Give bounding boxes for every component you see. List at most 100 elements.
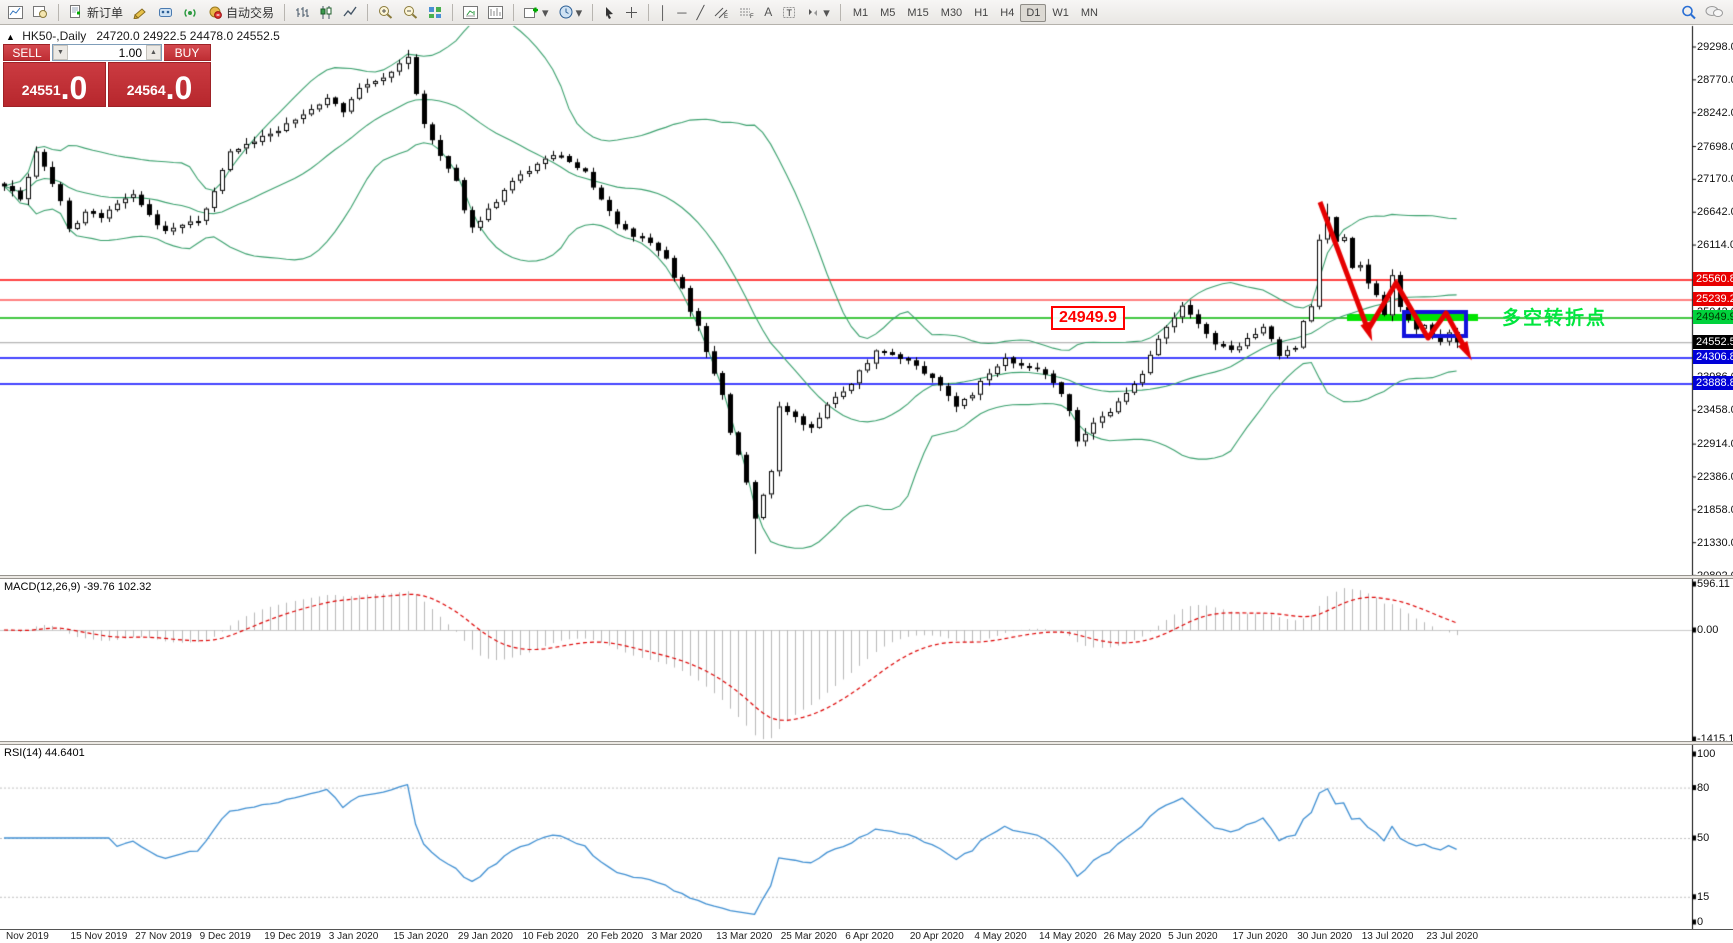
date-tick-label: 29 Jan 2020: [457, 931, 513, 942]
zoom-in-icon[interactable]: [374, 1, 397, 23]
price-tick-label: 29298.0: [1697, 41, 1733, 53]
signals-icon[interactable]: [179, 1, 202, 23]
time-axis[interactable]: [0, 929, 1733, 943]
buy-button[interactable]: BUY: [164, 44, 211, 61]
sell-price-display[interactable]: 24551.0: [3, 62, 106, 107]
date-tick-label: 13 Jul 2020: [1361, 931, 1414, 942]
price-annotation-box[interactable]: 24949.9: [1051, 306, 1125, 330]
chat-icon[interactable]: [1705, 5, 1723, 19]
expert-advisor-icon[interactable]: [154, 1, 177, 23]
add-indicator-dropdown[interactable]: ▾: [520, 1, 553, 23]
price-tick-label: 22914.0: [1697, 438, 1733, 451]
horizontal-line-tool-icon[interactable]: ─: [677, 4, 687, 20]
svg-text:E: E: [724, 14, 728, 19]
new-chart-icon[interactable]: [4, 1, 27, 23]
date-tick-label: 20 Feb 2020: [587, 931, 644, 942]
toolbar-separator: [648, 3, 650, 21]
date-tick-label: 9 Dec 2019: [199, 931, 251, 942]
turning-point-note[interactable]: 多空转折点: [1502, 308, 1608, 329]
date-tick-label: 26 May 2020: [1103, 931, 1162, 942]
chevron-down-icon: ▾: [823, 4, 830, 20]
ohlc-values: 24720.0 24922.5 24478.0 24552.5: [96, 29, 280, 43]
timeframe-button-h4[interactable]: H4: [1000, 7, 1015, 19]
search-icon[interactable]: [1681, 5, 1697, 20]
styles-brush-icon[interactable]: [129, 1, 152, 23]
price-tick-label: 21858.0: [1697, 503, 1733, 516]
timeframe-button-w1[interactable]: W1: [1052, 7, 1069, 19]
line-chart-icon[interactable]: [339, 1, 361, 23]
pane-splitter-rsi[interactable]: [0, 741, 1733, 745]
volume-decrease-button[interactable]: ▼: [53, 45, 68, 60]
zoom-out-icon[interactable]: [399, 1, 422, 23]
sell-price-pips: .0: [60, 70, 88, 106]
text-label-tool-icon[interactable]: T: [778, 1, 800, 23]
new-order-label: 新订单: [87, 5, 124, 20]
period-clock-icon[interactable]: ▾: [555, 1, 587, 23]
price-tick-label: 27170.0: [1697, 173, 1733, 186]
rsi-tick-label: 50: [1697, 832, 1710, 844]
date-tick-label: 4 May 2020: [974, 931, 1027, 942]
indicator-window-icon[interactable]: [459, 1, 482, 23]
one-click-trade-panel: SELL ▼ ▲ BUY 24551.0 24564.0: [3, 44, 211, 107]
pane-splitter-macd[interactable]: [0, 575, 1733, 579]
timeframe-button-h1[interactable]: H1: [974, 7, 989, 19]
vertical-line-tool-icon[interactable]: │: [659, 4, 668, 20]
toolbar-separator: [58, 3, 59, 21]
date-tick-label: 23 Jul 2020: [1426, 931, 1479, 942]
timeframe-button-mn[interactable]: MN: [1080, 7, 1098, 19]
toolbar-separator: [452, 3, 454, 21]
date-tick-label: 15 Nov 2019: [70, 931, 128, 942]
date-tick-label: 14 May 2020: [1038, 931, 1097, 942]
date-tick-label: 13 Mar 2020: [716, 931, 773, 942]
macd-indicator-label: MACD(12,26,9) -39.76 102.32: [4, 581, 152, 593]
date-tick-label: 15 Jan 2020: [393, 931, 449, 942]
trendline-tool-icon[interactable]: ╱: [696, 4, 705, 20]
price-badge: 25239.2: [1693, 292, 1733, 307]
rsi-tick-label: 80: [1697, 781, 1710, 794]
equidistant-channel-tool-icon[interactable]: E: [710, 1, 733, 23]
price-tick-label: 23458.0: [1697, 404, 1733, 417]
candlestick-chart-icon[interactable]: [315, 1, 337, 23]
volume-input[interactable]: [68, 45, 146, 60]
arrows-tool-dropdown[interactable]: ▾: [802, 1, 834, 23]
collapse-panel-icon[interactable]: ▲: [6, 32, 15, 42]
toolbar-separator: [284, 3, 286, 21]
text-tool-icon[interactable]: A: [764, 4, 773, 19]
sell-price-main: 24551: [21, 82, 61, 98]
timeframe-button-m30[interactable]: M30: [940, 7, 963, 19]
date-tick-label: 3 Jan 2020: [328, 931, 379, 942]
price-tick-label: 21330.0: [1697, 536, 1733, 549]
indicator-list-icon[interactable]: [484, 1, 507, 23]
timeframe-button-m1[interactable]: M1: [852, 7, 869, 19]
volume-stepper: ▼ ▲: [52, 44, 162, 61]
timeframe-button-d1[interactable]: D1: [1020, 4, 1047, 22]
price-badge: 24552.5: [1693, 335, 1733, 350]
price-tick-label: 26114.0: [1697, 239, 1733, 252]
chart-profiles-icon[interactable]: [29, 1, 52, 23]
toolbar-separator: [839, 3, 841, 21]
chart-title: ▲ HK50-,Daily 24720.0 24922.5 24478.0 24…: [6, 29, 280, 43]
auto-trading-icon: [209, 6, 222, 19]
auto-trading-button[interactable]: 自动交易: [204, 1, 278, 23]
timeframe-button-m15[interactable]: M15: [907, 7, 929, 19]
rsi-tick-label: 100: [1697, 748, 1716, 760]
fibonacci-tool-icon[interactable]: F: [735, 1, 758, 23]
new-order-button[interactable]: 新订单: [65, 1, 127, 23]
svg-text:F: F: [750, 14, 754, 19]
toolbar-separator: [592, 3, 594, 21]
buy-price-display[interactable]: 24564.0: [108, 62, 211, 107]
rsi-tick-label: 0: [1697, 916, 1704, 928]
cursor-tool-icon[interactable]: [599, 1, 619, 23]
date-tick-label: Nov 2019: [6, 931, 49, 942]
bar-chart-icon[interactable]: [291, 1, 313, 23]
volume-increase-button[interactable]: ▲: [146, 45, 161, 60]
sell-button[interactable]: SELL: [3, 44, 50, 61]
date-tick-label: 27 Nov 2019: [135, 931, 192, 942]
price-tick-label: 27698.0: [1697, 140, 1733, 153]
tile-windows-icon[interactable]: [424, 1, 446, 23]
date-tick-label: 20 Apr 2020: [909, 931, 964, 942]
crosshair-tool-icon[interactable]: [621, 1, 642, 23]
timeframe-button-m5[interactable]: M5: [880, 7, 896, 19]
chevron-down-icon: ▾: [542, 4, 549, 20]
